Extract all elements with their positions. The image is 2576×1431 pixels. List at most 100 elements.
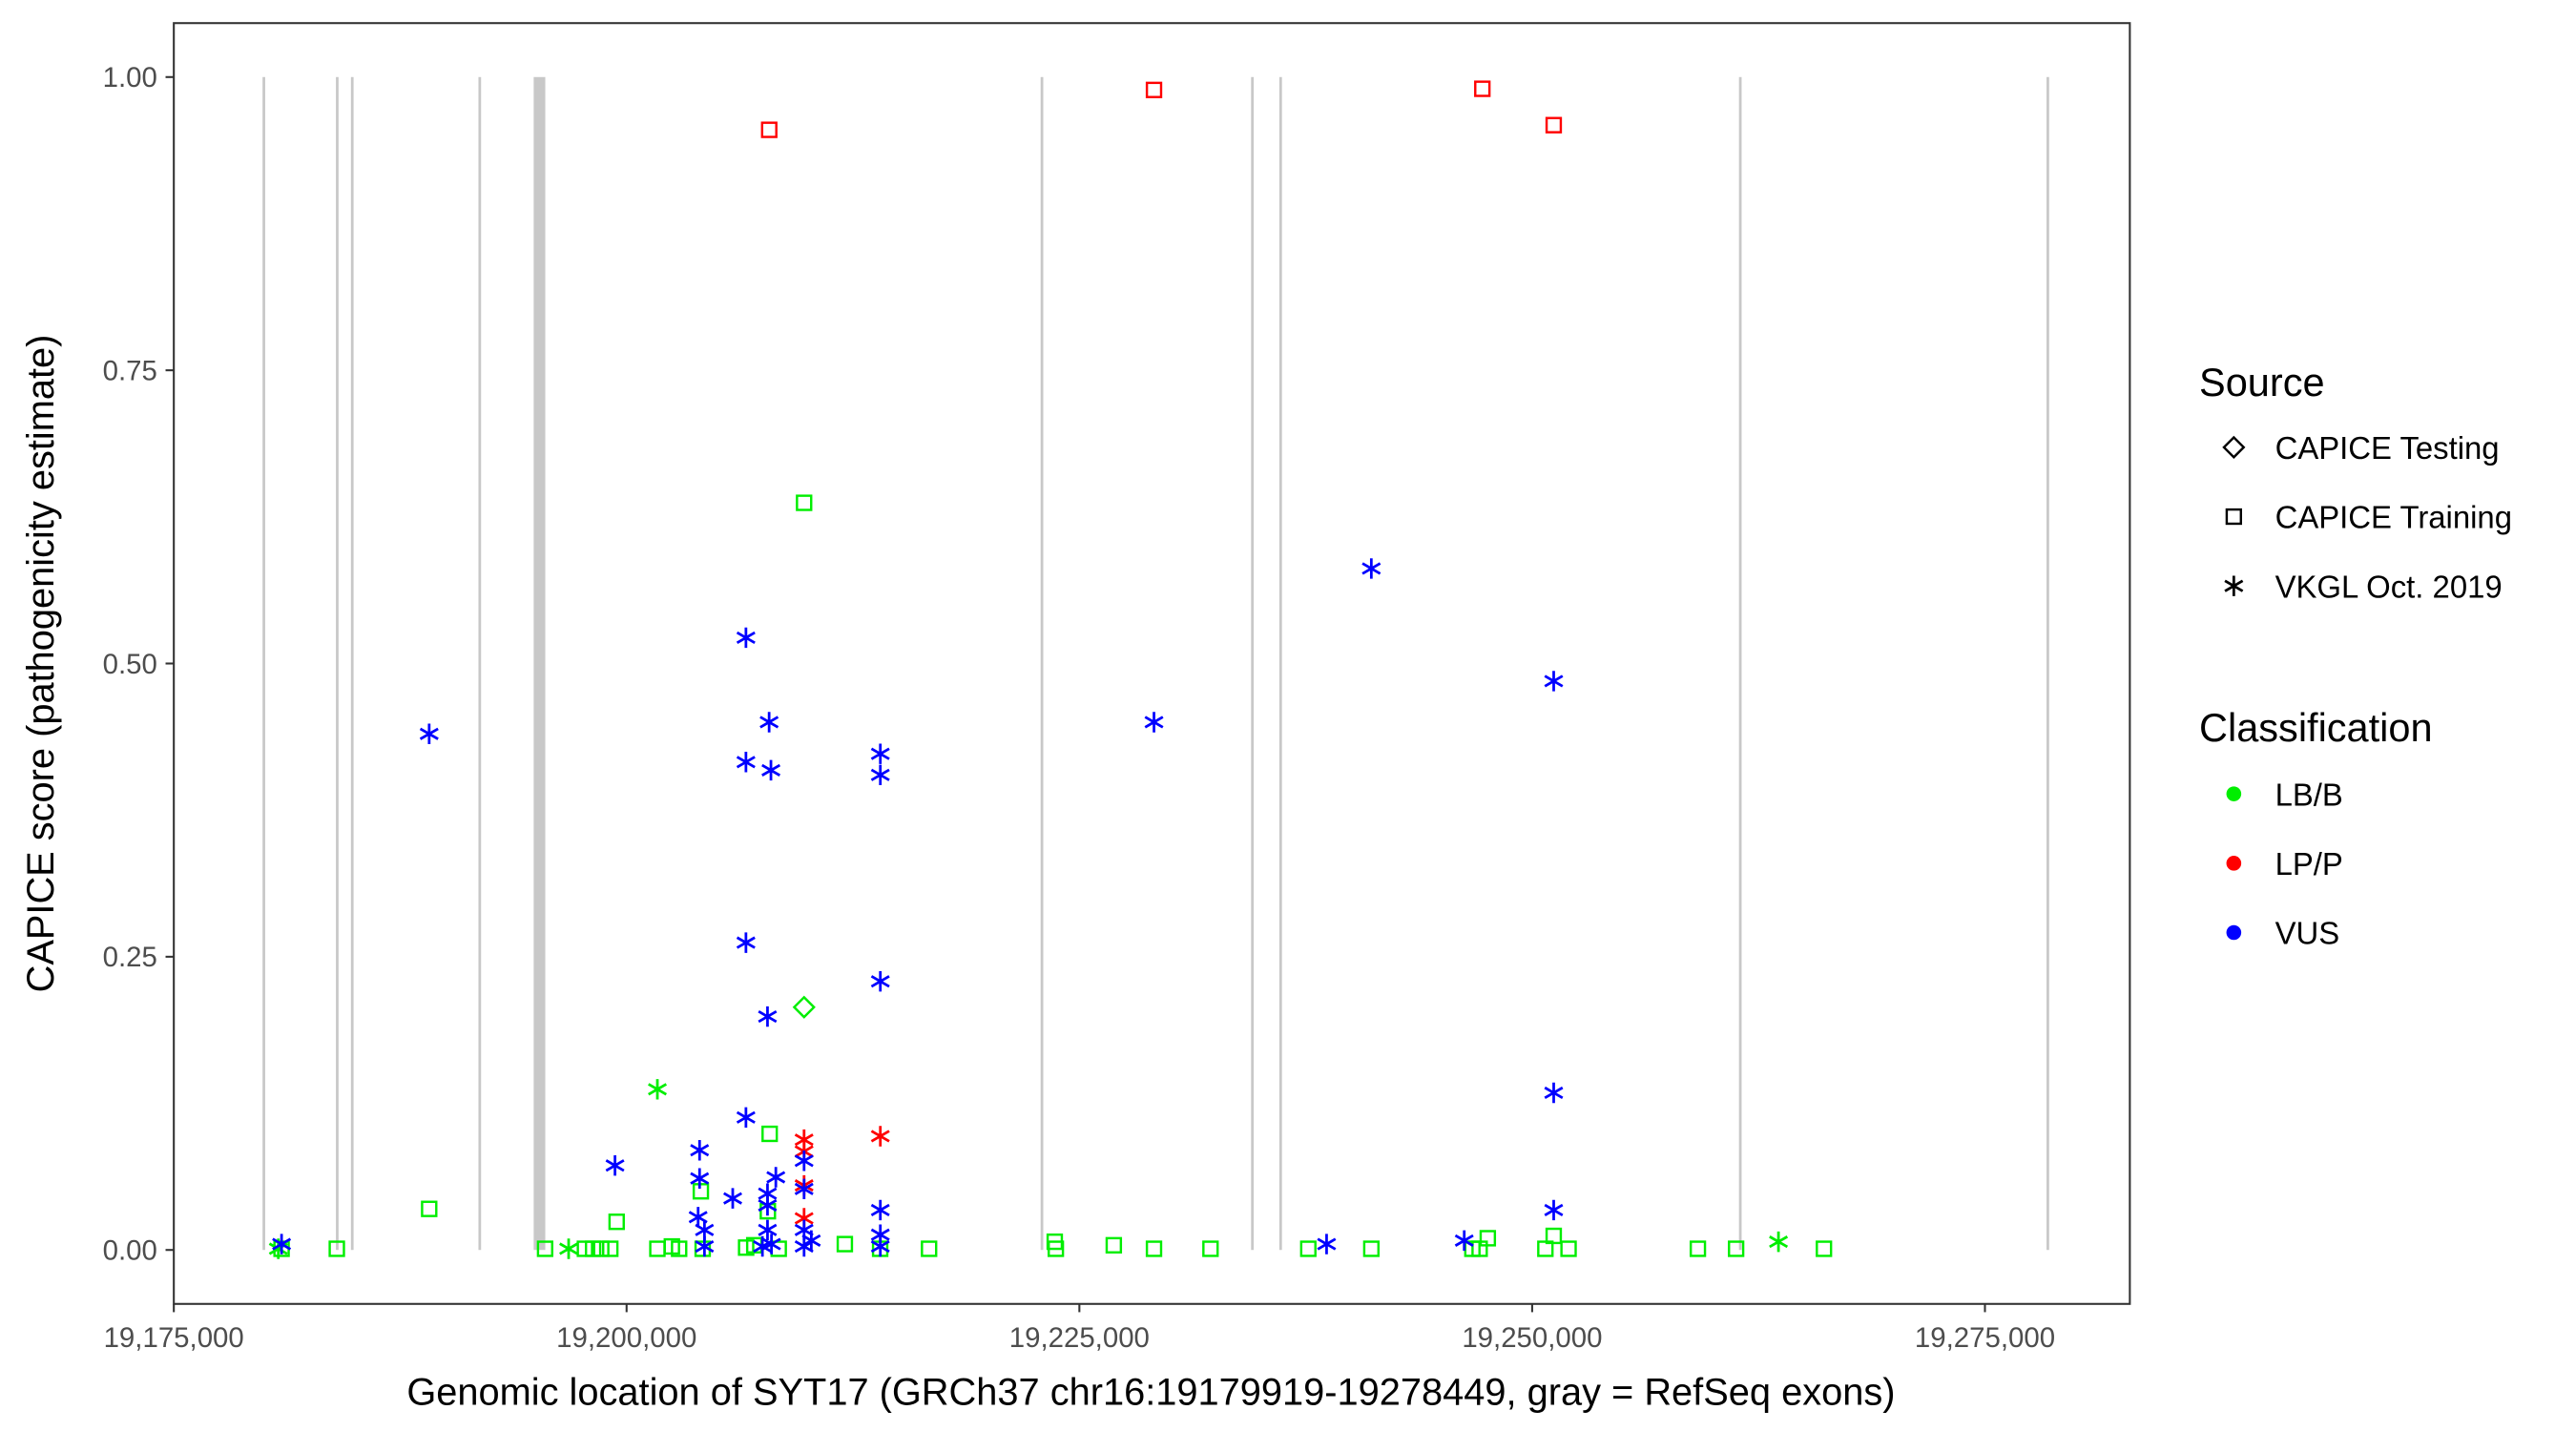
data-point (419, 723, 439, 744)
legend: Source CAPICE Testing CAPICE Training VKGL… (2199, 360, 2512, 950)
square-marker (1474, 80, 1491, 97)
data-point (1317, 1234, 1337, 1255)
square-marker (2225, 508, 2242, 526)
data-point (801, 1230, 821, 1252)
square-marker (1362, 1240, 1380, 1257)
legend-color-dot-icon (2226, 856, 2242, 871)
data-point (1560, 1240, 1577, 1257)
data-point (1361, 558, 1381, 579)
exon-layer (262, 76, 2049, 1251)
asterisk-marker (794, 1235, 814, 1257)
asterisk-marker (1317, 1234, 1337, 1255)
legend-source-label: VKGL Oct. 2019 (2275, 569, 2503, 604)
square-marker (592, 1240, 610, 1257)
data-point (536, 1240, 553, 1257)
data-point (1537, 1240, 1554, 1257)
square-marker (602, 1240, 619, 1257)
data-point (1769, 1231, 1789, 1253)
data-point (792, 995, 816, 1019)
exon-bar (262, 76, 265, 1251)
diamond-marker (2222, 435, 2246, 459)
asterisk-marker (272, 1234, 292, 1255)
y-tick-label: 0.50 (103, 649, 157, 680)
square-marker (536, 1240, 553, 1257)
square-marker (1105, 1236, 1123, 1254)
asterisk-marker (758, 1006, 778, 1027)
asterisk-marker (736, 752, 756, 773)
data-point (870, 970, 890, 992)
asterisk-marker (870, 1235, 890, 1257)
asterisk-marker (870, 743, 890, 764)
exon-bar (1738, 76, 1742, 1251)
data-point (759, 712, 779, 733)
x-tick-label: 19,200,000 (556, 1322, 696, 1354)
data-point (1362, 1240, 1380, 1257)
data-point (870, 743, 890, 764)
square-marker (1560, 1240, 1577, 1257)
square-marker (328, 1240, 345, 1257)
data-point (760, 121, 778, 138)
square-marker (796, 494, 813, 511)
data-point (736, 1107, 756, 1129)
data-point (690, 1139, 710, 1161)
data-point (1299, 1240, 1317, 1257)
exon-bar (2046, 76, 2049, 1251)
data-point (1454, 1230, 1474, 1252)
asterisk-marker (766, 1167, 786, 1188)
legend-color-dot-icon (2226, 786, 2242, 801)
asterisk-marker (1361, 558, 1381, 579)
legend-source-title: Source (2199, 360, 2325, 404)
data-point (870, 1126, 890, 1147)
asterisk-marker (759, 712, 779, 733)
exon-bar (533, 76, 546, 1251)
exon-bar (336, 76, 339, 1251)
data-point (1545, 116, 1563, 134)
data-point (1544, 671, 1564, 692)
asterisk-marker (1544, 671, 1564, 692)
data-point (690, 1168, 710, 1189)
asterisk-marker (758, 1194, 778, 1216)
data-point (761, 1125, 779, 1143)
data-point (761, 1234, 781, 1255)
square-marker (1689, 1240, 1707, 1257)
data-point (602, 1240, 619, 1257)
data-point (1816, 1240, 1833, 1257)
asterisk-marker (2224, 575, 2244, 596)
asterisk-marker (605, 1154, 625, 1176)
data-point (559, 1238, 578, 1259)
asterisk-marker (870, 1199, 890, 1221)
square-marker (1202, 1240, 1219, 1257)
y-tick-label: 0.25 (103, 942, 157, 973)
x-axis: 19,175,000 19,200,000 19,225,000 19,250,000… (104, 1303, 2055, 1354)
data-point (421, 1200, 438, 1217)
data-point (794, 1151, 814, 1172)
square-marker (1545, 1227, 1563, 1245)
asterisk-marker (1769, 1231, 1789, 1253)
data-point (608, 1213, 625, 1231)
data-point (1544, 1199, 1564, 1221)
data-point (736, 932, 756, 953)
data-point (870, 1199, 890, 1221)
data-point (1144, 712, 1164, 733)
data-point (1479, 1230, 1497, 1247)
data-point (605, 1154, 625, 1176)
square-marker (1145, 81, 1163, 98)
y-axis-label: CAPICE score (pathogenicity estimate) (20, 335, 62, 993)
data-point (1145, 81, 1163, 98)
data-point (870, 1235, 890, 1257)
square-marker (1816, 1240, 1833, 1257)
data-point (1474, 80, 1491, 97)
asterisk-marker (559, 1238, 578, 1259)
exon-bar (478, 76, 482, 1251)
exon-bar (1040, 76, 1044, 1251)
asterisk-marker (1544, 1199, 1564, 1221)
asterisk-marker (736, 932, 756, 953)
legend-classification-title: Classification (2199, 705, 2433, 750)
diamond-marker (792, 995, 816, 1019)
x-tick-label: 19,175,000 (104, 1322, 244, 1354)
data-point (736, 627, 756, 649)
data-point (695, 1235, 715, 1257)
square-marker (836, 1235, 854, 1253)
square-marker (1145, 1240, 1163, 1257)
data-point (794, 1235, 814, 1257)
